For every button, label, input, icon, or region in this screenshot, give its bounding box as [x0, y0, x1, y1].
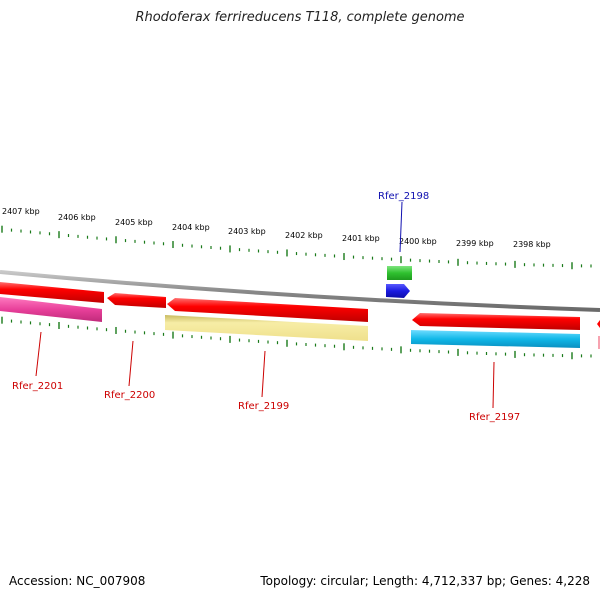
feature-rfer-2201	[0, 297, 102, 322]
accession-label: Accession: NC_007908	[9, 574, 146, 588]
gene-rfer-2197[interactable]	[411, 313, 580, 348]
scale-label: 2400 kbp	[399, 237, 437, 246]
gene-rfer-2198[interactable]	[386, 266, 412, 298]
scale-label: 2407 kbp	[2, 207, 40, 216]
scale-label: 2402 kbp	[285, 231, 323, 240]
feature-rfer-2197	[411, 330, 580, 348]
gene-label-rfer-2201[interactable]: Rfer_2201	[12, 381, 63, 392]
leader-rfer-2199	[261, 350, 266, 398]
gene-rfer-2201[interactable]	[0, 282, 104, 322]
gene-label-rfer-2197[interactable]: Rfer_2197	[469, 412, 520, 423]
leader-rfer-2198	[399, 201, 403, 253]
feature-rfer-2199	[165, 315, 368, 341]
genome-summary: Topology: circular; Length: 4,712,337 bp…	[260, 574, 590, 588]
scale-label: 2399 kbp	[456, 239, 494, 248]
leader-rfer-2200	[128, 340, 134, 387]
gene-label-rfer-2200[interactable]: Rfer_2200	[104, 390, 155, 401]
gene-rfer-2199[interactable]	[165, 298, 368, 341]
gene-label-rfer-2199[interactable]: Rfer_2199	[238, 401, 289, 412]
feature-rfer-2198	[387, 266, 412, 280]
scale-label: 2404 kbp	[172, 223, 210, 232]
gene-rfer-2200[interactable]	[107, 293, 166, 308]
outer-scale-ticks	[1, 225, 592, 270]
genome-backbone	[0, 270, 600, 312]
inner-scale-ticks	[1, 316, 592, 360]
scale-label: 2403 kbp	[228, 227, 266, 236]
map-title: Rhodoferax ferrireducens T118, complete …	[135, 10, 465, 25]
scale-label: 2405 kbp	[115, 218, 153, 227]
leader-rfer-2197	[492, 361, 495, 409]
scale-label: 2401 kbp	[342, 234, 380, 243]
scale-labels: 2407 kbp 2406 kbp 2405 kbp 2404 kbp 2403…	[2, 207, 551, 249]
scale-label: 2398 kbp	[513, 240, 551, 249]
gene-label-rfer-2198[interactable]: Rfer_2198	[378, 191, 429, 202]
leader-rfer-2201	[35, 331, 42, 377]
scale-label: 2406 kbp	[58, 213, 96, 222]
